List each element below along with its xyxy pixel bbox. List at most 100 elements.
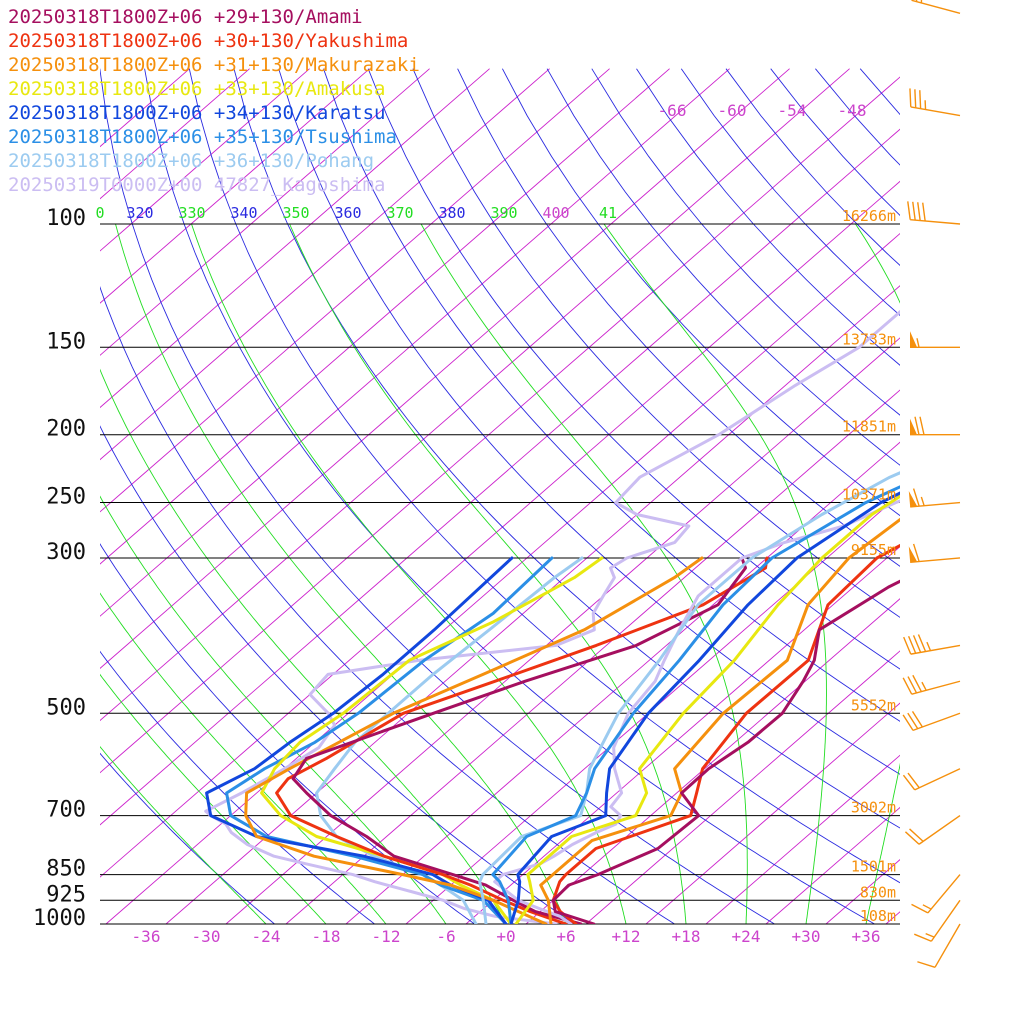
wind-barb-staff	[914, 768, 961, 791]
wind-barb-flag	[914, 89, 917, 108]
theta-label: 0	[95, 204, 104, 222]
isotherm-line	[946, 69, 1024, 924]
legend-entry: 20250318T1800Z+06 +31+130/Makurazaki	[8, 54, 420, 76]
wind-barb-pennant	[908, 490, 918, 507]
wind-barb-staff	[911, 680, 961, 695]
isotherm-line	[100, 68, 490, 409]
wind-barb-half-flag	[922, 904, 932, 910]
temperature-profile-line	[478, 471, 900, 924]
temperature-tick-label: +6	[556, 927, 575, 946]
isotherm-line	[885, 911, 900, 924]
isotherm-line	[100, 76, 900, 774]
moist-adiabat-line	[100, 368, 507, 924]
wind-barb	[907, 201, 961, 225]
wind-barb-staff	[934, 923, 961, 968]
isotherm-line	[100, 68, 730, 617]
wind-barb-half-flag	[925, 932, 935, 938]
wind-barb-flag	[911, 711, 924, 728]
wind-barb-flag	[919, 416, 925, 435]
wind-barb-flag	[912, 201, 916, 221]
temperature-tick-label: -30	[192, 927, 221, 946]
legend-entry: 20250318T1800Z+06 +30+130/Yakushima	[8, 30, 408, 52]
wind-barb-pennant	[910, 418, 917, 435]
wind-barb	[903, 634, 961, 655]
dry-adiabat-line	[278, 68, 900, 775]
wind-barb-flag	[912, 543, 920, 562]
temperature-tick-label: +12	[612, 927, 641, 946]
legend-entry: 20250318T1800Z+06 +36+130/Pohang	[8, 150, 374, 172]
wind-barb-staff	[918, 814, 961, 845]
moist-adiabat-line	[855, 223, 900, 924]
theta-label: 390	[490, 204, 517, 222]
dry-adiabat-line	[100, 68, 775, 924]
wind-barb-flag	[915, 0, 918, 2]
wind-barb-half-flag	[920, 496, 925, 506]
legend-entry: 20250318T1800Z+06 +34+130/Karatsu	[8, 102, 386, 124]
wind-barb-flag	[907, 201, 911, 220]
temperature-profile-line	[514, 494, 900, 924]
dewpoint-profile-line	[260, 556, 604, 924]
wind-barbs	[902, 0, 961, 968]
isotherm-line	[705, 754, 900, 924]
wind-barb-flag	[914, 416, 920, 435]
dry-adiabat-line	[100, 285, 675, 924]
dewpoint-profile-line	[291, 556, 747, 924]
temperature-tick-label: +36	[852, 927, 881, 946]
theta-label: 400	[542, 204, 569, 222]
dewpoint-profile-line	[225, 556, 554, 924]
wind-barb-flag	[912, 635, 922, 653]
temperature-tick-label: +30	[792, 927, 821, 946]
temperature-profile-line	[509, 491, 900, 924]
wind-barb-flag	[907, 676, 918, 694]
dry-adiabat-line	[546, 68, 900, 466]
wind-barb-flag	[909, 828, 924, 842]
wind-barb-flag	[907, 772, 920, 789]
wind-barb-flag	[917, 634, 927, 652]
wind-barb-flag	[917, 961, 936, 968]
wind-barb	[909, 88, 961, 117]
wind-barb-staff	[910, 106, 961, 117]
isotherm-line	[100, 68, 430, 356]
isotherm-line	[100, 128, 900, 826]
legend-entry: 20250318T1800Z+06 +33+130/Amakusa	[8, 78, 386, 100]
pressure-label: 700	[46, 798, 86, 823]
temperature-tick-label: -24	[252, 927, 281, 946]
wind-barb	[904, 814, 961, 845]
dry-adiabat-line	[100, 650, 375, 924]
temperature-profile-line	[551, 543, 900, 924]
isotherm-line	[525, 598, 900, 924]
dry-adiabat-line	[323, 68, 900, 722]
sounding-profiles	[204, 309, 900, 924]
temperature-tick-label: -36	[132, 927, 161, 946]
isotherm-line	[285, 389, 900, 924]
dry-adiabat-line	[367, 68, 900, 670]
temperature-tick-label: -12	[372, 927, 401, 946]
wind-barb-half-flag	[916, 338, 920, 348]
wind-barb-flag	[907, 712, 919, 730]
wind-barb-half-flag	[921, 681, 927, 691]
wind-barb	[902, 674, 961, 695]
isotherm-line	[100, 68, 370, 304]
wind-barb-staff	[911, 0, 961, 14]
wind-barb-flag	[903, 636, 912, 655]
pressure-label: 200	[46, 417, 86, 442]
wind-barb-flag	[904, 831, 920, 845]
moist-adiabat-line	[603, 223, 827, 924]
temperature-profile-line	[539, 517, 900, 924]
theta-label: 360	[334, 204, 361, 222]
theta-label: 350	[282, 204, 309, 222]
wind-barb-flag	[914, 933, 932, 942]
dry-adiabat-line	[502, 68, 900, 517]
wind-barb	[908, 543, 961, 564]
legend-entry: 20250319T0000Z+00 47827_Kagoshima	[8, 174, 386, 196]
temperature-tick-label: -18	[312, 927, 341, 946]
wind-barb-staff	[927, 874, 961, 914]
wind-barb-flag	[907, 635, 917, 654]
height-label: 830m	[860, 883, 896, 901]
wind-barb-flag	[902, 677, 913, 695]
upper-temperature-label: -54	[778, 101, 807, 120]
legend: 20250318T1800Z+06 +29+130/Amami20250318T…	[8, 6, 420, 196]
wind-barb-flag	[922, 202, 926, 222]
wind-barb-staff	[912, 712, 961, 732]
